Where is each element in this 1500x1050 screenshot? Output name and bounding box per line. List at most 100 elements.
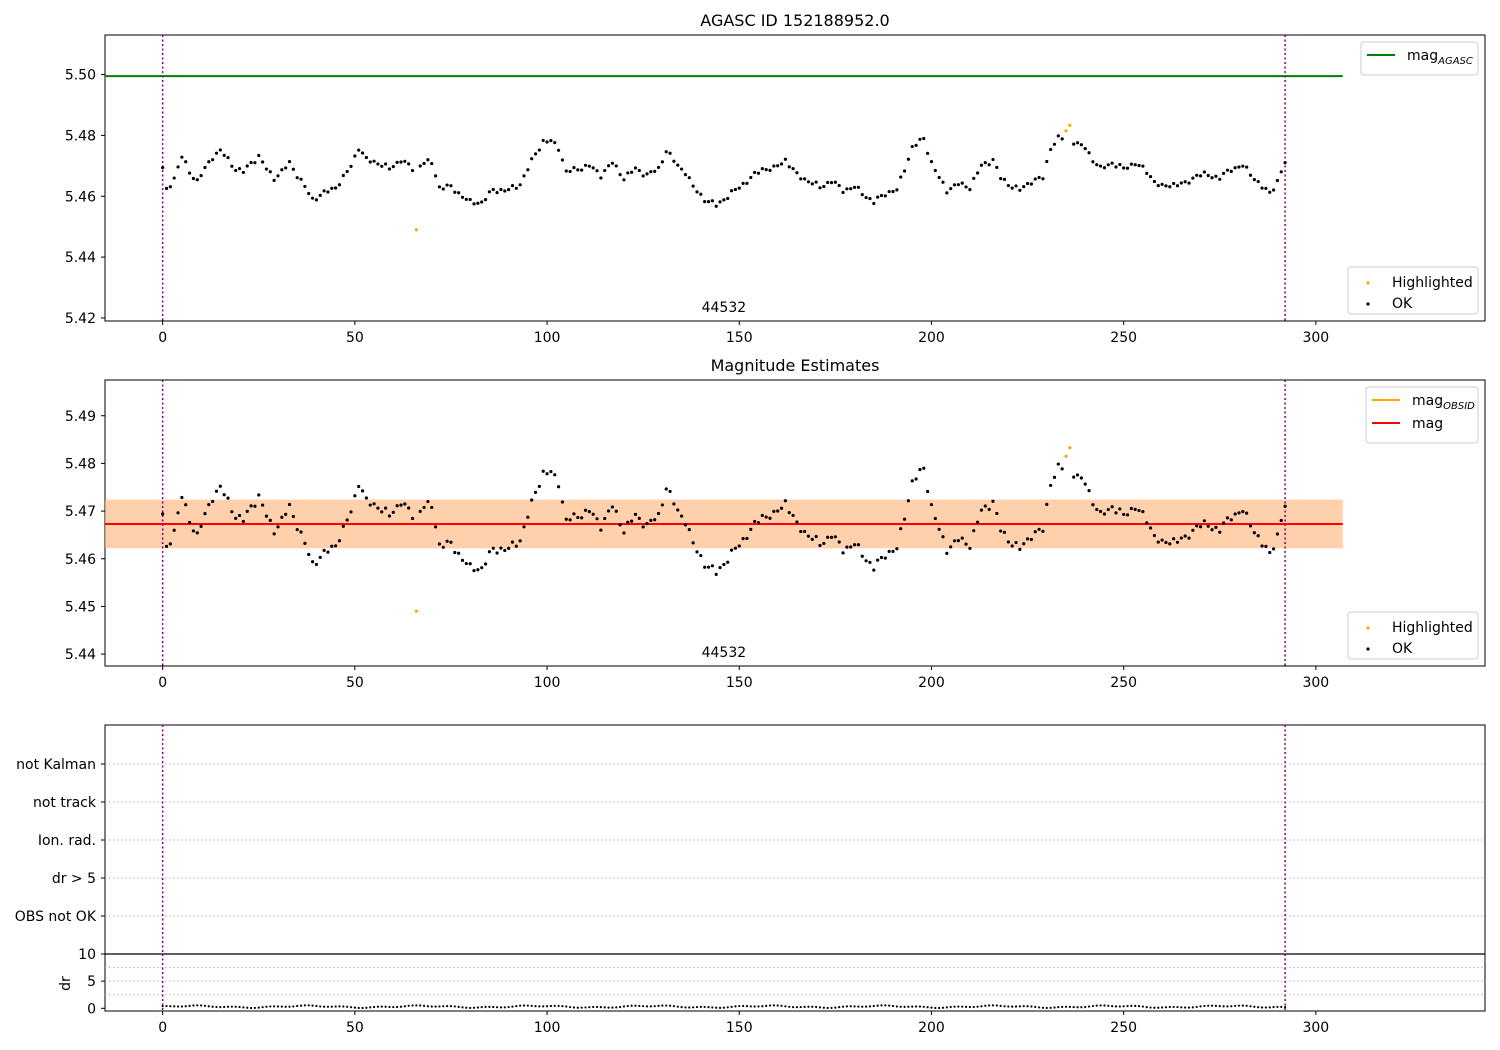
dr-point — [1053, 1006, 1056, 1009]
ok-point — [776, 509, 780, 513]
ok-point — [768, 516, 772, 520]
legend-label: OK — [1392, 296, 1413, 312]
y-tick-label: 5.45 — [65, 599, 96, 615]
ok-point — [664, 487, 668, 491]
dr-point — [1214, 1004, 1218, 1007]
ok-point — [1187, 181, 1191, 185]
ok-point — [906, 157, 910, 161]
ok-point — [476, 201, 480, 205]
dr-point — [315, 1004, 318, 1008]
ok-point — [1102, 512, 1107, 516]
ok-point — [1041, 177, 1045, 181]
ok-point — [891, 549, 895, 553]
ok-point — [945, 551, 949, 556]
ok-point — [595, 517, 599, 521]
dr-point — [292, 1005, 295, 1008]
ok-point — [1237, 165, 1241, 169]
dr-point — [346, 1005, 349, 1008]
y-tick-label: 5 — [87, 974, 96, 990]
dr-point — [1022, 1005, 1025, 1008]
ok-point — [503, 548, 507, 553]
ok-point — [972, 529, 976, 533]
ok-point — [261, 160, 265, 164]
ok-point — [968, 188, 972, 192]
ok-point — [1160, 538, 1164, 542]
ok-point — [272, 532, 276, 536]
ok-point — [856, 543, 861, 547]
dr-point — [565, 1005, 568, 1008]
ok-point — [956, 183, 960, 187]
ok-point — [403, 502, 407, 506]
ok-point — [722, 562, 726, 567]
highlighted-point — [414, 609, 418, 613]
dr-point — [1041, 1006, 1045, 1009]
ok-point — [672, 502, 676, 506]
ok-point — [726, 560, 730, 564]
ok-point — [437, 185, 442, 189]
ok-point — [1283, 161, 1287, 165]
dr-point — [688, 1006, 691, 1009]
ok-point — [1114, 165, 1118, 169]
dr-point — [715, 1006, 718, 1009]
ok-point — [999, 529, 1003, 533]
ok-point — [576, 168, 580, 172]
dr-point — [964, 1005, 968, 1008]
dr-point — [711, 1006, 714, 1009]
ok-point — [760, 513, 764, 518]
ok-point — [1148, 526, 1153, 530]
dr-point — [323, 1005, 326, 1008]
ok-point — [1179, 181, 1183, 185]
dr-point — [988, 1004, 991, 1007]
ok-point — [211, 158, 215, 162]
dr-point — [461, 1006, 464, 1009]
ok-point — [829, 181, 834, 185]
ok-point — [226, 155, 230, 160]
ok-point — [537, 484, 541, 488]
ok-point — [184, 503, 188, 507]
ok-point — [887, 549, 891, 553]
ok-point — [1252, 178, 1256, 182]
dr-point — [976, 1005, 979, 1008]
ok-point — [199, 524, 203, 528]
ok-point — [372, 159, 376, 163]
ok-point — [968, 546, 972, 550]
ok-point — [545, 140, 549, 144]
dr-point — [638, 1004, 641, 1008]
dr-point — [692, 1006, 695, 1009]
ok-point — [987, 507, 991, 511]
x-tick-label: 100 — [534, 675, 561, 691]
ok-point — [829, 535, 834, 540]
x-tick-label: 250 — [1110, 1020, 1137, 1036]
axes-frame — [104, 724, 1486, 955]
dr-point — [1084, 1005, 1087, 1009]
dr-point — [642, 1005, 645, 1008]
ok-point — [1025, 537, 1030, 541]
ok-point — [664, 150, 668, 154]
ok-point — [460, 558, 465, 562]
ok-point — [799, 177, 803, 181]
ok-point — [895, 188, 899, 192]
ok-point — [1125, 513, 1130, 517]
ok-point — [879, 193, 884, 198]
ok-point — [522, 525, 526, 529]
dr-point — [853, 1005, 856, 1008]
ok-point — [230, 164, 234, 168]
dr-point — [707, 1006, 710, 1009]
ok-point — [384, 162, 388, 166]
dr-point — [303, 1004, 306, 1007]
dr-point — [684, 1006, 687, 1009]
dr-point — [349, 1006, 353, 1009]
dr-point — [553, 1004, 556, 1007]
ok-point — [1029, 537, 1034, 542]
ok-point — [1141, 164, 1145, 168]
ok-point — [364, 155, 368, 160]
chart-title: Magnitude Estimates — [711, 356, 880, 375]
ok-point — [845, 187, 849, 191]
ok-point — [507, 546, 511, 550]
dr-point — [922, 1005, 925, 1008]
ok-point — [199, 173, 203, 178]
ok-point — [303, 541, 307, 545]
ok-point — [303, 184, 307, 189]
ok-point — [995, 165, 999, 169]
legend-label: magAGASC — [1407, 48, 1473, 67]
